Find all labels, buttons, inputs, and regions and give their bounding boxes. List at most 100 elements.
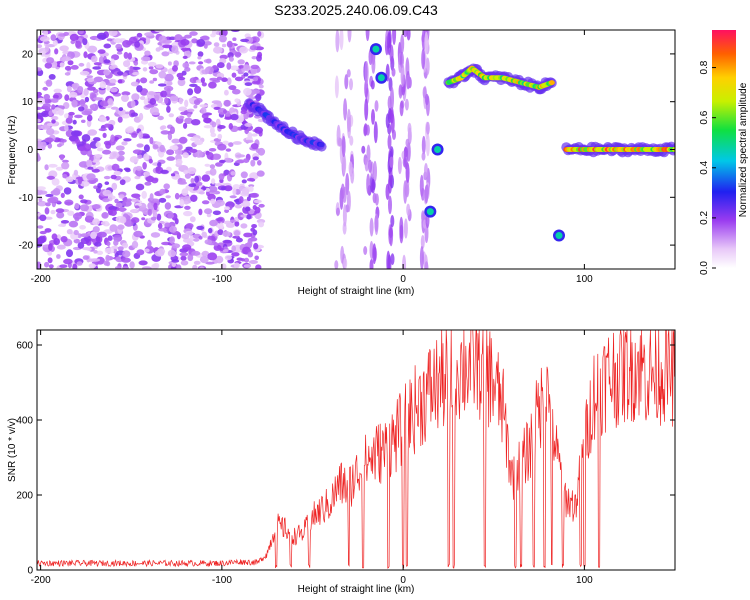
- noise-blob: [111, 163, 120, 171]
- noise-blob: [235, 204, 242, 209]
- noise-blob: [115, 202, 123, 208]
- noise-blob: [75, 138, 80, 145]
- noise-blob: [51, 119, 56, 124]
- noise-blob: [204, 67, 209, 75]
- noise-blob: [86, 173, 96, 181]
- noise-blob: [158, 197, 167, 203]
- noise-blob: [211, 121, 217, 128]
- noise-blob: [176, 144, 183, 151]
- noise-blob: [166, 81, 173, 86]
- noise-blob: [39, 214, 47, 222]
- streak-mark: [403, 146, 408, 170]
- noise-blob: [252, 205, 257, 210]
- noise-blob: [162, 39, 172, 44]
- noise-blob: [209, 164, 216, 169]
- noise-blob: [161, 51, 170, 57]
- heatmap-y-tick-label: -10: [19, 193, 34, 204]
- streak-mark: [336, 207, 340, 216]
- noise-blob: [44, 228, 52, 233]
- noise-blob: [131, 217, 140, 224]
- noise-blob: [43, 93, 50, 101]
- noise-blob: [37, 91, 42, 97]
- noise-blob: [98, 56, 104, 65]
- noise-blob: [223, 109, 227, 114]
- streak-mark: [348, 161, 353, 176]
- noise-blob: [73, 229, 79, 236]
- noise-blob: [121, 91, 131, 96]
- heatmap-y-tick-label: 20: [22, 49, 34, 60]
- colorbar-tick-label: 0.8: [699, 60, 710, 74]
- noise-blob: [144, 181, 152, 186]
- noise-blob: [37, 44, 43, 49]
- noise-blob: [117, 224, 125, 230]
- snr-x-tick-label: -200: [31, 575, 51, 586]
- noise-blob: [176, 72, 184, 78]
- noise-blob: [250, 192, 259, 198]
- noise-blob: [224, 255, 232, 261]
- noise-blob: [164, 222, 171, 228]
- noise-blob: [53, 238, 60, 246]
- snr-frame: [36, 329, 676, 571]
- noise-blob: [143, 135, 151, 139]
- noise-blob: [244, 82, 253, 86]
- noise-blob: [142, 162, 147, 170]
- noise-blob: [154, 94, 160, 102]
- noise-blob: [113, 170, 122, 176]
- noise-blob: [103, 260, 110, 266]
- noise-blob: [136, 249, 145, 256]
- noise-blob: [179, 199, 185, 207]
- streak-mark: [390, 113, 395, 134]
- noise-blob: [46, 128, 55, 136]
- noise-blob: [77, 86, 84, 93]
- streak-mark: [370, 80, 375, 90]
- streak-mark: [421, 48, 426, 70]
- noise-blob: [87, 166, 94, 170]
- noise-blob: [221, 30, 228, 37]
- noise-blob: [166, 87, 171, 96]
- noise-blob: [207, 185, 218, 193]
- noise-blob: [62, 159, 69, 163]
- noise-blob: [182, 152, 189, 159]
- noise-blob: [42, 86, 48, 91]
- noise-blob: [158, 150, 165, 158]
- noise-blob: [47, 257, 53, 264]
- noise-blob: [178, 136, 188, 144]
- streak-mark: [425, 121, 430, 135]
- noise-blob: [223, 99, 231, 107]
- streak-mark: [338, 137, 343, 147]
- noise-blob: [96, 250, 104, 255]
- noise-blob: [117, 246, 124, 251]
- blob: [369, 43, 565, 242]
- noise-blob: [118, 107, 124, 112]
- noise-blob: [93, 62, 102, 66]
- noise-blob: [86, 247, 92, 251]
- noise-blob: [147, 208, 153, 216]
- noise-blob: [243, 232, 253, 238]
- streak-mark: [371, 55, 376, 74]
- noise-blob: [188, 61, 196, 65]
- noise-blob: [115, 43, 123, 50]
- noise-blob: [64, 65, 72, 71]
- noise-blob: [200, 107, 207, 115]
- noise-blob: [182, 244, 192, 251]
- noise-blob: [164, 73, 174, 82]
- noise-blob: [82, 38, 88, 46]
- noise-blob: [245, 206, 251, 212]
- noise-blob: [210, 132, 217, 138]
- noise-blob: [103, 175, 111, 180]
- noise-blob: [93, 177, 99, 183]
- noise-blob: [169, 225, 177, 233]
- streak-mark: [369, 217, 374, 237]
- noise-blob: [186, 108, 195, 113]
- noise-blob: [253, 242, 259, 250]
- noise-blob: [241, 200, 251, 208]
- streak-mark: [373, 160, 377, 182]
- upper-trace: [443, 63, 557, 95]
- streak-mark: [406, 30, 411, 41]
- noise-blob: [201, 82, 207, 87]
- noise-blob: [149, 98, 157, 105]
- noise-blob: [58, 108, 64, 116]
- noise-blob: [37, 106, 43, 110]
- streak-mark: [392, 30, 397, 45]
- noise-blob: [223, 157, 233, 163]
